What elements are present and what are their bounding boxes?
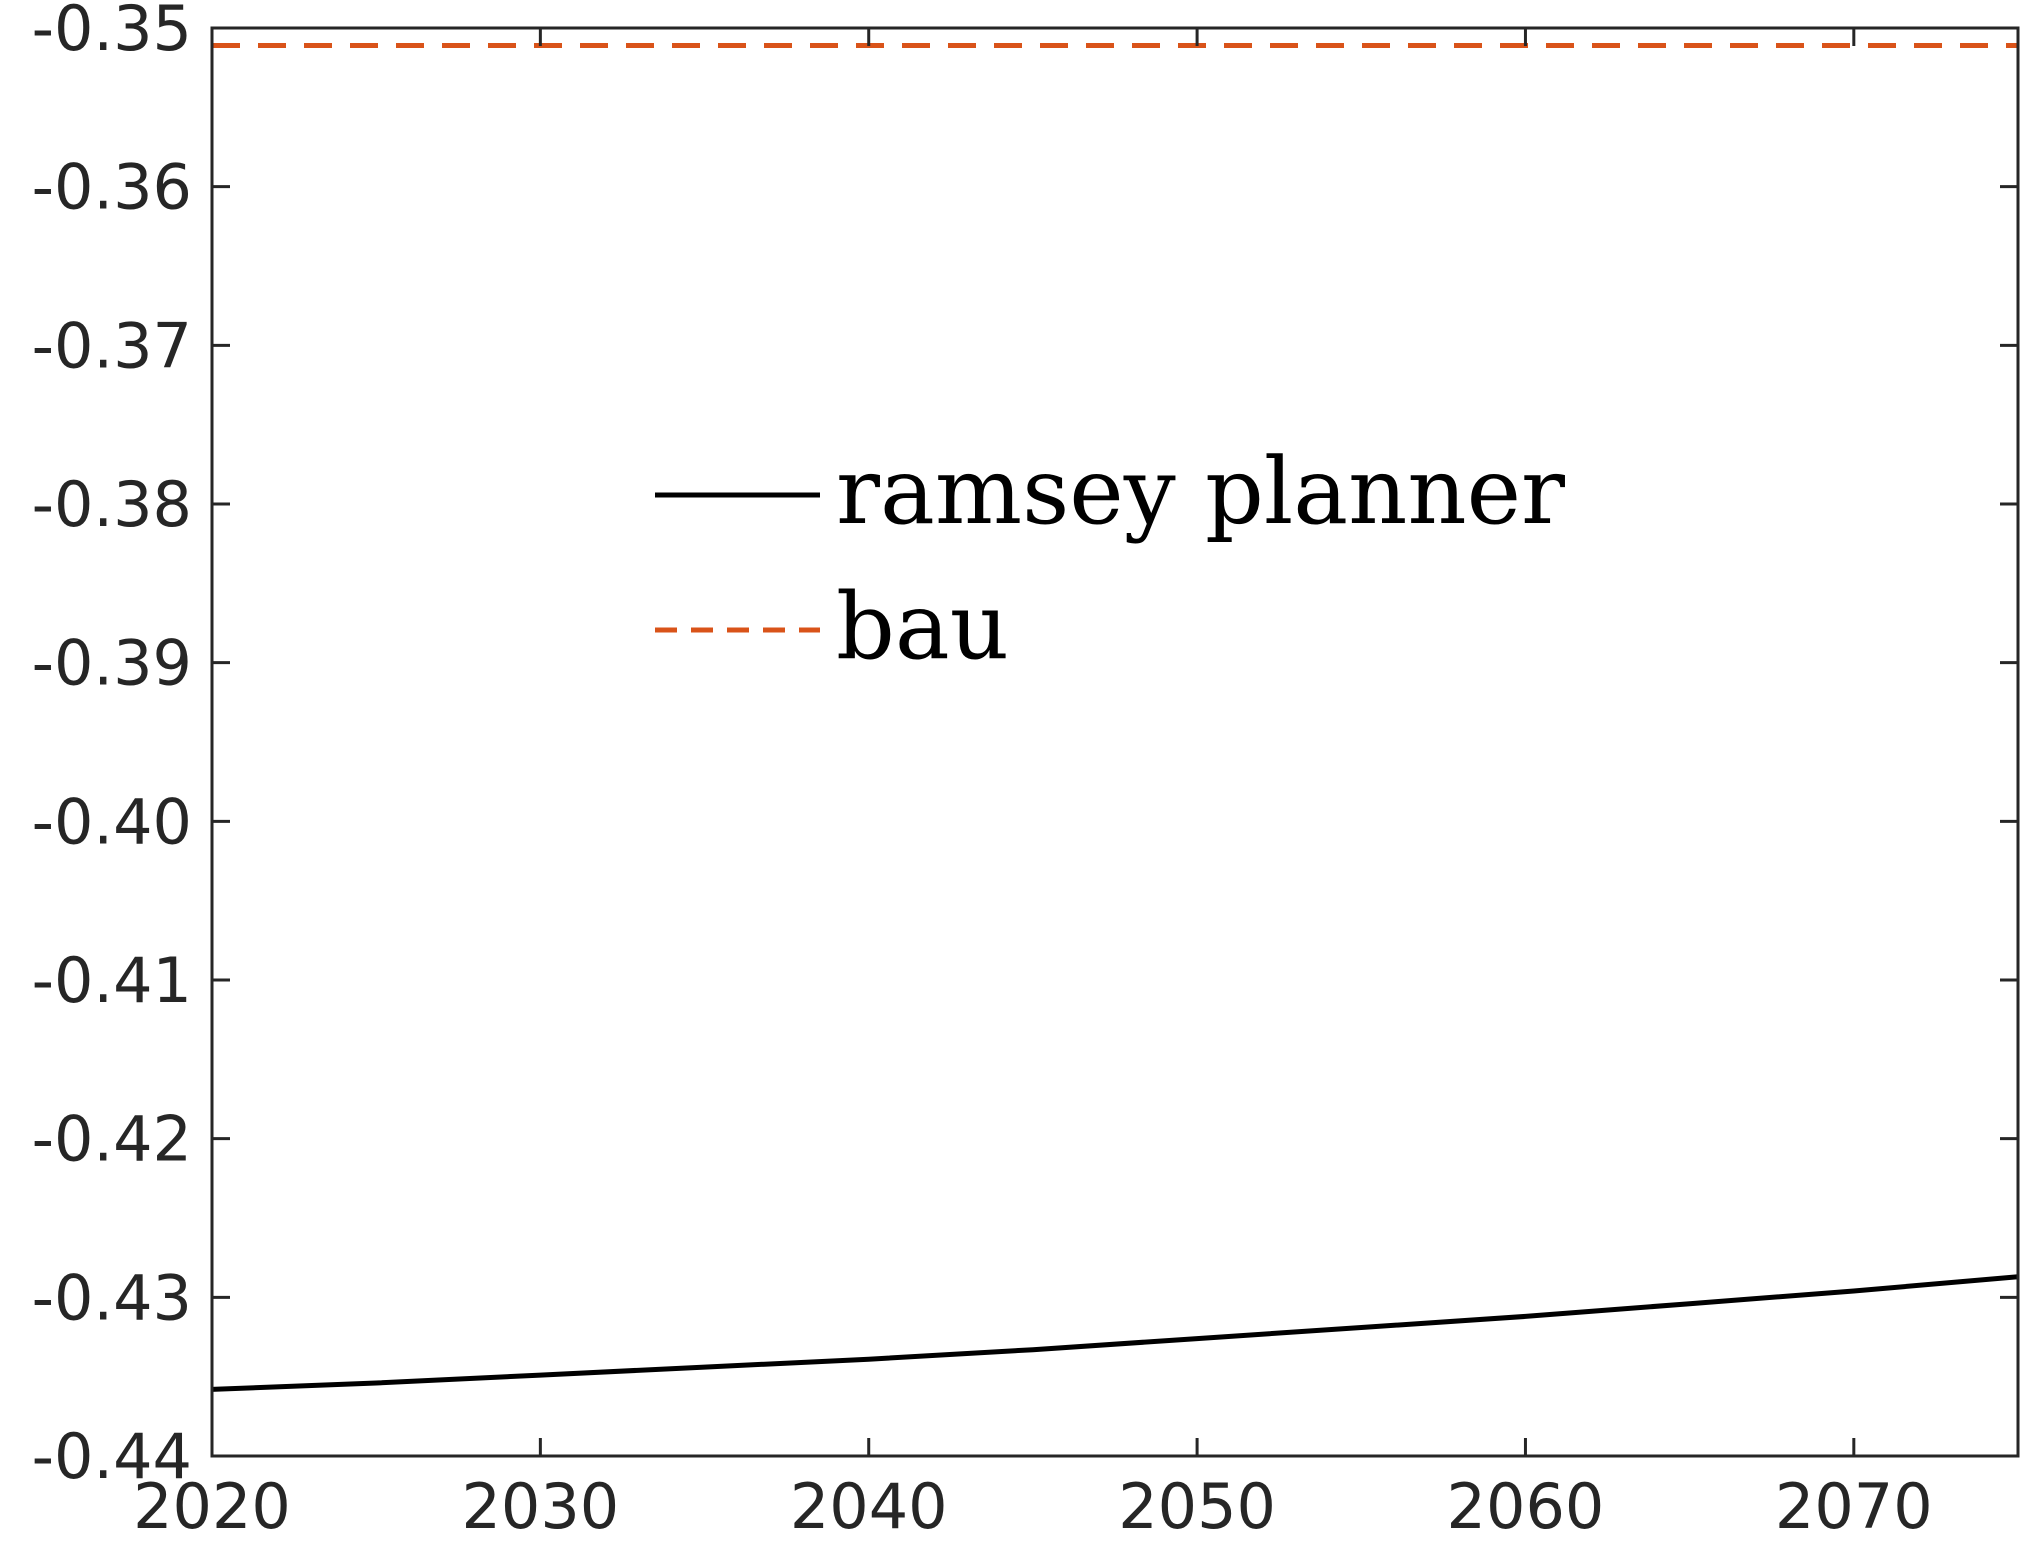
x-tick-label: 2060	[1447, 1470, 1605, 1543]
y-tick-label: -0.40	[32, 785, 192, 858]
legend: ramsey planner bau	[655, 438, 1565, 680]
y-tick-label: -0.39	[32, 627, 192, 700]
plot-area-frame	[210, 26, 2020, 1458]
y-tick-label: -0.36	[32, 151, 192, 224]
y-tick-label: -0.42	[32, 1103, 192, 1176]
y-tick-label: -0.37	[32, 309, 192, 382]
x-tick-label: 2020	[133, 1470, 291, 1543]
y-tick-label: -0.38	[32, 468, 192, 541]
x-tick-label: 2040	[790, 1470, 948, 1543]
x-tick-label: 2070	[1775, 1470, 1933, 1543]
y-tick-label: -0.43	[32, 1261, 192, 1334]
series-line-ramsey-planner	[212, 1274, 2018, 1392]
x-tick-label: 2030	[461, 1470, 619, 1543]
legend-label-ramsey-planner: ramsey planner	[836, 438, 1565, 545]
y-tick-label: -0.35	[32, 0, 192, 65]
legend-label-bau: bau	[836, 573, 1009, 680]
axis-ticks: 2020 2030 2040 2050 2060 2070 -0.35 -0.36 -0.37 -…	[32, 0, 2018, 1543]
y-tick-label: -0.41	[32, 944, 192, 1017]
plot-lines	[212, 43, 2018, 1392]
x-tick-label: 2050	[1118, 1470, 1276, 1543]
y-tick-label: -0.44	[32, 1420, 192, 1493]
